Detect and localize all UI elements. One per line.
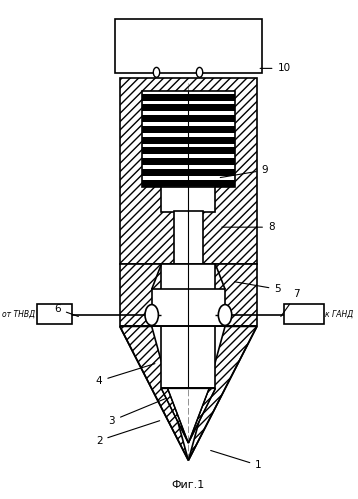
- Bar: [142, 91, 234, 188]
- Text: 8: 8: [222, 222, 275, 232]
- Text: от ТНВД: от ТНВД: [2, 309, 35, 318]
- Polygon shape: [168, 388, 209, 443]
- Text: 10: 10: [260, 63, 291, 73]
- Text: 2: 2: [96, 421, 160, 446]
- Bar: [142, 147, 234, 154]
- Text: 3: 3: [108, 398, 166, 426]
- Bar: [284, 304, 324, 324]
- Text: 5: 5: [234, 282, 281, 294]
- Bar: [142, 104, 234, 111]
- Bar: [120, 264, 257, 326]
- Bar: [142, 94, 234, 101]
- Text: 9: 9: [220, 165, 268, 178]
- Circle shape: [218, 304, 232, 325]
- Circle shape: [145, 304, 158, 325]
- Text: Фиг.1: Фиг.1: [172, 480, 205, 490]
- Bar: [142, 115, 234, 122]
- Bar: [142, 180, 234, 187]
- Polygon shape: [161, 388, 188, 443]
- Bar: [120, 78, 257, 264]
- Bar: [142, 158, 234, 165]
- Polygon shape: [120, 326, 188, 461]
- Text: к ГАНД: к ГАНД: [325, 309, 354, 318]
- Text: 1: 1: [211, 451, 262, 471]
- Polygon shape: [188, 388, 216, 443]
- Bar: [142, 126, 234, 133]
- Polygon shape: [188, 326, 257, 461]
- Bar: [37, 304, 72, 324]
- Bar: [142, 91, 234, 188]
- Bar: [142, 169, 234, 176]
- Circle shape: [196, 67, 203, 77]
- Bar: [174, 211, 203, 264]
- Bar: [142, 137, 234, 144]
- Text: 6: 6: [54, 304, 78, 316]
- Text: 7: 7: [281, 289, 300, 316]
- Text: 4: 4: [96, 364, 155, 386]
- Bar: [152, 289, 225, 326]
- Bar: [161, 264, 216, 388]
- Circle shape: [153, 67, 160, 77]
- Bar: [115, 19, 262, 73]
- Bar: [161, 186, 216, 212]
